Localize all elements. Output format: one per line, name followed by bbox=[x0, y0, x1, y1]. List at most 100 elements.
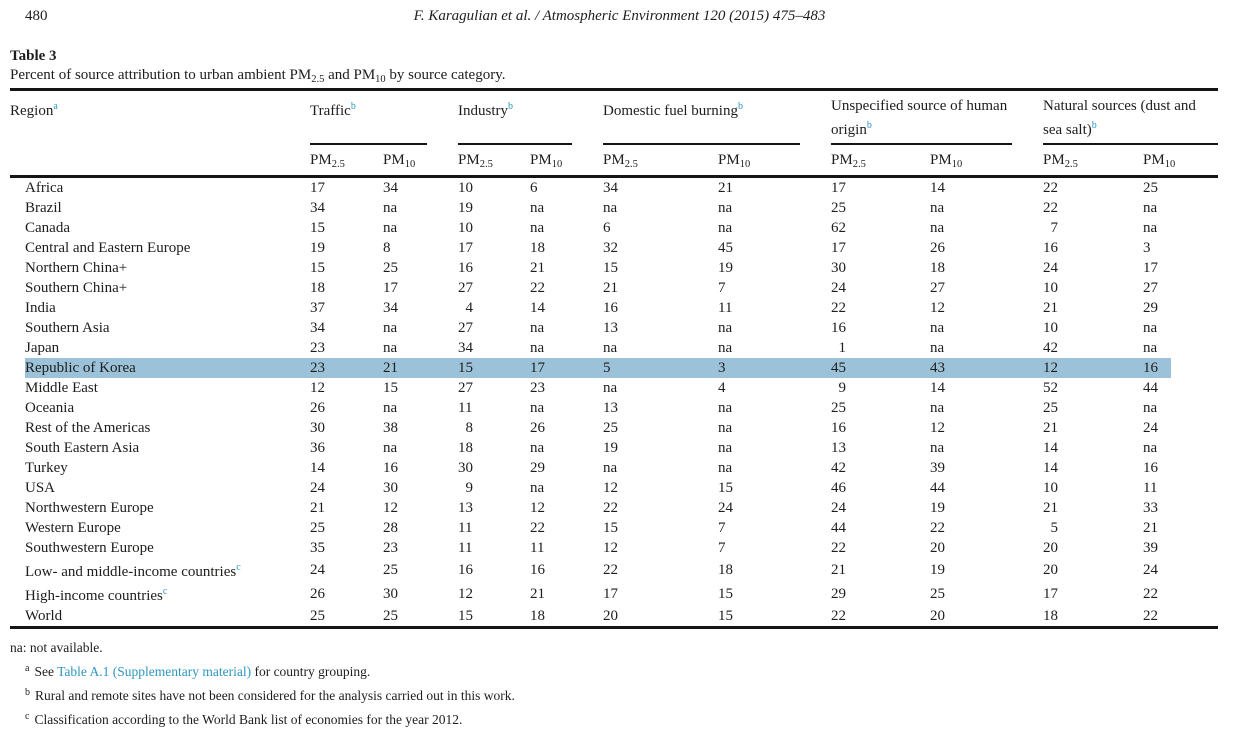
value-cell: 42 bbox=[1043, 340, 1059, 356]
table-row: Western Europe 25 28 11 22 15 7 44 22 5 21 bbox=[10, 518, 1218, 538]
table-row: Central and Eastern Europe 19 8 17 18 32 45 17 2… bbox=[10, 238, 1218, 258]
value-cell: 13 bbox=[603, 320, 618, 336]
col-header-pm-10: PM10 bbox=[383, 144, 458, 178]
value-cell: 34 bbox=[310, 200, 325, 216]
footnote-marker-b[interactable]: b bbox=[350, 101, 356, 112]
value-cell: 24 bbox=[1043, 260, 1059, 276]
col-header-pm-10: PM10 bbox=[718, 144, 832, 178]
value-cell: 10 bbox=[458, 220, 473, 236]
value-cell: 21 bbox=[718, 180, 733, 196]
value-cell: 17 bbox=[310, 180, 325, 196]
table-row: South Eastern Asia 36 na 18 na 19 na 13 na 14 na bbox=[10, 438, 1218, 458]
value-cell: 6 bbox=[603, 220, 611, 236]
value-cell: 13 bbox=[831, 440, 847, 456]
value-cell: 22 bbox=[603, 562, 618, 578]
value-cell: 18 bbox=[718, 562, 733, 578]
value-cell: 12 bbox=[1043, 358, 1144, 378]
value-cell: 16 bbox=[383, 460, 398, 476]
value-cell: 15 bbox=[310, 220, 325, 236]
value-cell: 12 bbox=[603, 480, 618, 496]
value-cell: na bbox=[383, 320, 398, 336]
value-cell: 26 bbox=[930, 240, 946, 256]
table-row: High-income countriesc 26 30 12 21 17 15 29 25 17… bbox=[10, 582, 1218, 606]
col-header-pm-10: PM10 bbox=[530, 144, 603, 178]
col-header-pm-10: PM10 bbox=[1143, 144, 1219, 178]
footnote-marker-b[interactable]: b bbox=[737, 101, 743, 112]
value-cell: 5 bbox=[603, 358, 718, 378]
value-cell: 15 bbox=[603, 260, 618, 276]
col-group-domestic-fuel: Domestic fuel burningb bbox=[603, 90, 831, 145]
value-cell: 37 bbox=[310, 300, 325, 316]
value-cell: 44 bbox=[930, 480, 946, 496]
footnote-marker-c[interactable]: c bbox=[236, 562, 241, 573]
table-row: Canada 15 na 10 na 6 na 62 na 7 na bbox=[10, 218, 1218, 238]
footnote-marker-a[interactable]: a bbox=[53, 101, 58, 112]
value-cell: 17 bbox=[831, 180, 847, 196]
value-cell: na bbox=[718, 420, 733, 436]
value-cell: 16 bbox=[831, 320, 847, 336]
value-cell: 12 bbox=[383, 500, 398, 516]
table-row-highlighted: Republic of Korea 23 21 15 17 5 3 45 43 12 16 bbox=[10, 358, 1219, 378]
running-head: 480 F. Karagulian et al. / Atmospheric E… bbox=[0, 0, 1239, 24]
value-cell: 9 bbox=[458, 480, 474, 496]
value-cell: 7 bbox=[718, 280, 726, 296]
value-cell: na bbox=[718, 400, 733, 416]
footnote-marker-b[interactable]: b bbox=[866, 120, 872, 131]
table-row: Japan 23 na 34 na na na 1 na 42 na bbox=[10, 338, 1218, 358]
value-cell: 27 bbox=[1143, 280, 1159, 296]
region-cell: India bbox=[25, 300, 56, 316]
value-cell: 21 bbox=[603, 280, 618, 296]
value-cell: 25 bbox=[1043, 400, 1059, 416]
value-cell: 17 bbox=[1143, 260, 1159, 276]
region-cell: Low- and middle-income countriesc bbox=[25, 562, 241, 580]
value-cell: 12 bbox=[310, 380, 325, 396]
value-cell: 17 bbox=[831, 240, 847, 256]
value-cell: na bbox=[930, 400, 945, 416]
table-row: Southern China+ 18 17 27 22 21 7 24 27 10 27 bbox=[10, 278, 1218, 298]
footnote-marker-b[interactable]: b bbox=[508, 101, 513, 112]
value-cell: 11 bbox=[718, 300, 733, 316]
value-cell: 20 bbox=[1043, 562, 1059, 578]
col-header-pm-25: PM2.5 bbox=[1043, 144, 1144, 178]
region-cell: Southwestern Europe bbox=[25, 540, 154, 556]
value-cell: 22 bbox=[1043, 180, 1059, 196]
value-cell: 34 bbox=[603, 180, 618, 196]
value-cell: 15 bbox=[603, 520, 618, 536]
value-cell: 35 bbox=[310, 540, 325, 556]
value-cell: 27 bbox=[930, 280, 946, 296]
table-row: Oceania 26 na 11 na 13 na 25 na 25 na bbox=[10, 398, 1218, 418]
region-cell: Canada bbox=[25, 220, 70, 236]
region-cell: Japan bbox=[25, 340, 60, 356]
value-cell: 6 bbox=[530, 180, 538, 196]
value-cell: 3 bbox=[1143, 240, 1151, 256]
value-cell: 30 bbox=[310, 420, 325, 436]
footnote-marker-b[interactable]: b bbox=[1091, 120, 1097, 131]
table-row: World 25 25 15 18 20 15 22 20 18 22 bbox=[10, 606, 1218, 628]
value-cell: 18 bbox=[1043, 608, 1059, 624]
value-cell: na bbox=[603, 340, 618, 356]
value-cell: 19 bbox=[718, 260, 733, 276]
col-header-pm-25: PM2.5 bbox=[310, 144, 383, 178]
table-row: Low- and middle-income countriesc 24 25 16 1… bbox=[10, 558, 1218, 582]
value-cell: 45 bbox=[831, 358, 931, 378]
value-cell: na bbox=[1143, 200, 1158, 216]
value-cell: 22 bbox=[1043, 200, 1059, 216]
table-row: Southern Asia 34 na 27 na 13 na 16 na 10 na bbox=[10, 318, 1218, 338]
value-cell: 3 bbox=[718, 358, 832, 378]
table-row: Rest of the Americas 30 38 8 26 25 na 16 12 21 24 bbox=[10, 418, 1218, 438]
footnote-marker-c[interactable]: c bbox=[162, 586, 168, 597]
table-row: Turkey 14 16 30 29 na na 42 39 14 16 bbox=[10, 458, 1218, 478]
footnote-a-marker: a bbox=[25, 663, 30, 674]
value-cell: na bbox=[718, 200, 733, 216]
col-header-region: Regiona bbox=[10, 89, 310, 178]
value-cell: 10 bbox=[1043, 480, 1059, 496]
value-cell: 4 bbox=[718, 380, 726, 396]
col-group-unspecified: Unspecified source of human originb bbox=[831, 90, 1043, 145]
source-attribution-table: Regiona Trafficb Industryb Domestic fuel… bbox=[10, 88, 1219, 629]
value-cell: 1 bbox=[831, 340, 847, 356]
region-cell: South Eastern Asia bbox=[25, 440, 140, 456]
table-row: Northern China+ 15 25 16 21 15 19 30 18 24 17 bbox=[10, 258, 1218, 278]
value-cell: 16 bbox=[458, 562, 473, 578]
supplementary-material-link[interactable]: Table A.1 (Supplementary material) bbox=[57, 664, 252, 679]
value-cell: 7 bbox=[718, 540, 726, 556]
